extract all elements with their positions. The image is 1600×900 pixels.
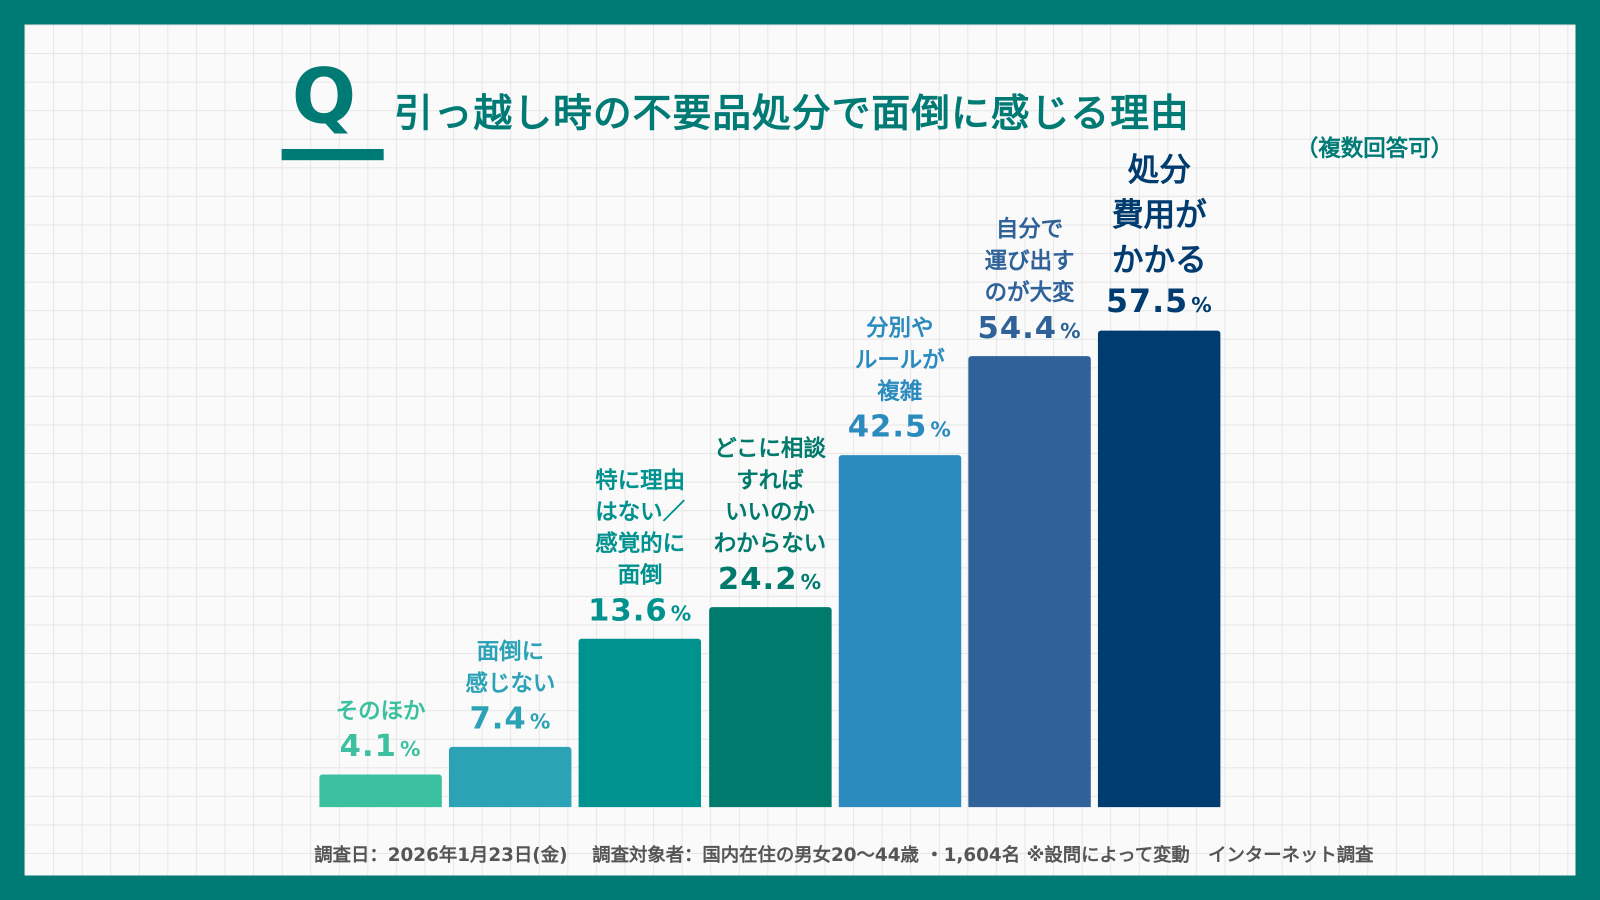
percent-unit: % (670, 601, 693, 626)
value-label: 57.5% (1073, 283, 1246, 325)
percent-unit: % (1191, 292, 1213, 318)
category-label: 処分 費用が かかる (1111, 152, 1207, 279)
value-label: 13.6% (553, 592, 726, 633)
percent-unit: % (529, 709, 552, 734)
bar-2 (449, 746, 572, 808)
percent-unit: % (400, 736, 422, 762)
chart-panel (24, 24, 1576, 876)
survey-footnote: 調査日：2026年1月23日(金) 調査対象者：国内在住の男女20〜44歳 ・1… (314, 844, 1374, 867)
value-number: 24.2 (717, 561, 798, 597)
category-label: 分別や ルールが 複雑 (854, 316, 945, 406)
value-label: 7.4% (424, 700, 597, 741)
category-label: 面倒に 感じない (465, 639, 556, 697)
value-number: 4.1 (339, 728, 397, 765)
percent-unit: % (800, 569, 823, 594)
value-label: 24.2% (683, 560, 856, 601)
value-number: 13.6 (588, 592, 668, 629)
value-label: 42.5% (813, 408, 986, 449)
category-label: どこに相談 すれば いいのか わからない (713, 436, 827, 558)
value-number: 54.4 (977, 310, 1058, 346)
bar-1 (319, 774, 442, 808)
q-underline (281, 148, 384, 161)
bar-label: 分別や ルールが 複雑 42.5% (813, 313, 986, 449)
bar-label: 特に理由 はない／ 感覚的に 面倒 13.6% (553, 465, 726, 632)
value-label: 54.4% (943, 309, 1116, 350)
chart-subtitle: （複数回答可） (1295, 136, 1454, 163)
value-number: 57.5 (1106, 283, 1189, 321)
category-label: 自分で 運び出す のが大変 (984, 217, 1075, 307)
bar-3 (578, 638, 702, 808)
q-mark-logo: Q (291, 53, 357, 141)
bar-6 (968, 356, 1091, 808)
percent-unit: % (1060, 318, 1082, 343)
bar-label: どこに相談 すれば いいのか わからない 24.2% (683, 434, 856, 601)
bar-label: 処分 費用が かかる 57.5% (1073, 148, 1246, 325)
bar-label: 面倒に 感じない 7.4% (424, 637, 597, 741)
percent-unit: % (930, 417, 952, 442)
bar-7 (1098, 330, 1221, 808)
value-number: 42.5 (847, 409, 928, 445)
chart-title: 引っ越し時の不要品処分で面倒に感じる理由 (393, 90, 1190, 136)
bar-5 (838, 455, 962, 808)
value-number: 7.4 (469, 701, 527, 737)
category-label: そのほか (335, 698, 426, 725)
value-label: 4.1% (294, 728, 467, 769)
bar-label: そのほか 4.1% (294, 696, 467, 768)
bar-label: 自分で 運び出す のが大変 54.4% (943, 214, 1116, 350)
category-label: 特に理由 はない／ 感覚的に 面倒 (595, 468, 686, 589)
bar-4 (708, 607, 832, 808)
